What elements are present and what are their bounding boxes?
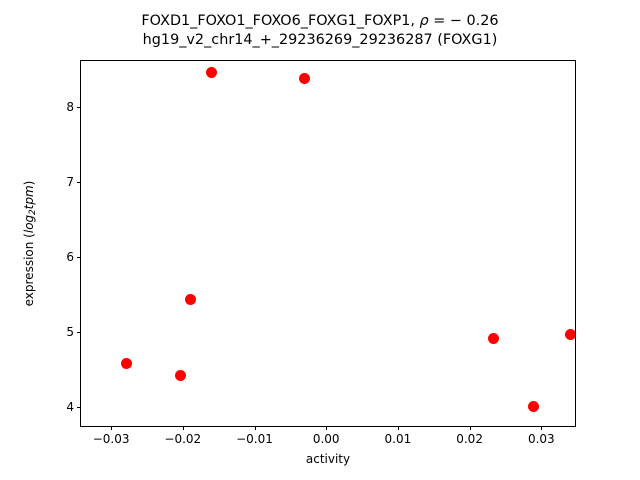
data-point xyxy=(185,294,197,306)
x-axis-tick-label: −0.01 xyxy=(236,432,273,446)
y-axis-label-tpm: tpm xyxy=(22,185,36,210)
x-axis-tick-label: −0.02 xyxy=(164,432,202,446)
x-axis-tick xyxy=(326,426,328,430)
data-point xyxy=(527,401,539,413)
y-axis-label-prefix: expression ( xyxy=(22,233,36,307)
y-axis-tick xyxy=(77,256,81,258)
y-axis-label-subscript: 2 xyxy=(28,209,39,215)
y-axis-tick xyxy=(77,331,81,333)
x-axis-tick-label: 0.02 xyxy=(456,432,483,446)
chart-title-line-2: hg19_v2_chr14_+_29236269_29236287 (FOXG1… xyxy=(142,32,498,48)
y-axis-tick xyxy=(77,182,81,184)
chart-title-genes: FOXD1_FOXO1_FOXO6_FOXG1_FOXP1, xyxy=(141,13,420,29)
data-point xyxy=(299,73,311,85)
x-axis-tick-label: 0.01 xyxy=(384,432,412,446)
y-axis-label: expression (log2tpm) xyxy=(22,60,38,427)
plot-data-area xyxy=(81,61,575,426)
y-axis-tick xyxy=(77,107,81,109)
x-axis-tick xyxy=(111,426,113,430)
x-axis-tick xyxy=(182,426,184,430)
x-axis-tick xyxy=(541,426,543,430)
x-axis-tick xyxy=(254,426,256,430)
data-point xyxy=(565,329,575,341)
x-axis-tick xyxy=(469,426,471,430)
data-point xyxy=(488,332,500,344)
y-axis-tick-label: 7 xyxy=(66,175,74,190)
y-axis-tick-label: 4 xyxy=(66,399,74,414)
x-axis-label: activity xyxy=(305,452,351,466)
data-point xyxy=(120,358,132,370)
rho-value: = − 0.26 xyxy=(428,13,499,29)
x-axis-tick-label: −0.03 xyxy=(92,432,130,446)
y-axis-tick-label: 8 xyxy=(66,100,74,115)
chart-title: FOXD1_FOXO1_FOXO6_FOXG1_FOXP1, ρ = − 0.2… xyxy=(0,12,640,50)
y-axis-tick-label: 5 xyxy=(66,324,74,339)
x-axis-tick-label: 0.03 xyxy=(527,432,555,446)
chart-title-line-1: FOXD1_FOXO1_FOXO6_FOXG1_FOXP1, ρ = − 0.2… xyxy=(0,12,640,31)
y-axis-tick xyxy=(77,406,81,408)
x-axis-tick xyxy=(397,426,399,430)
data-point xyxy=(175,370,187,382)
y-axis-tick-label: 6 xyxy=(66,249,74,264)
y-axis-label-suffix: ) xyxy=(22,180,36,186)
x-axis-tick-label: 0.00 xyxy=(312,432,340,446)
data-point xyxy=(205,67,217,79)
y-axis-label-log: log xyxy=(22,214,36,234)
plot-axes: −0.03 −0.02 −0.01 0.00 0.01 0.02 0.03 4 5 6 7 8 xyxy=(66,60,576,446)
rho-symbol: ρ xyxy=(419,13,429,29)
